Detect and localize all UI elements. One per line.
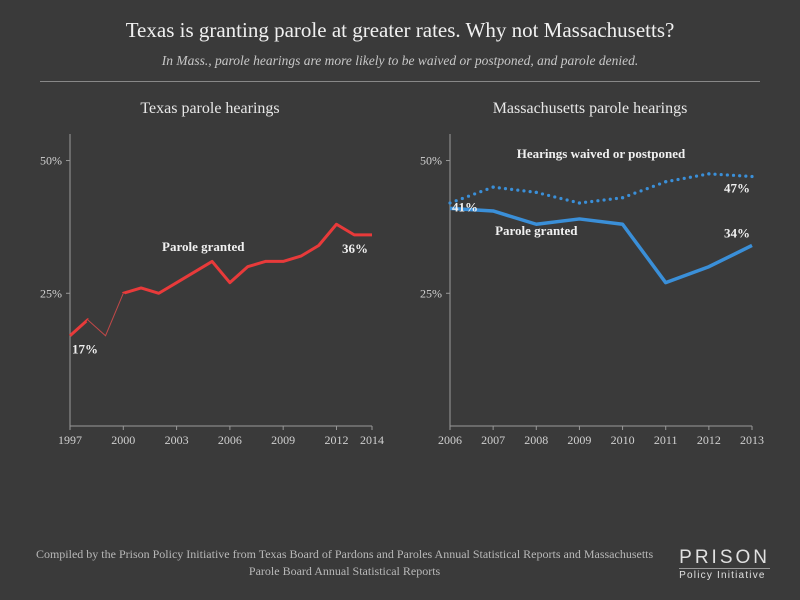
logo-top: PRISON (679, 549, 770, 566)
texas-chart-title: Texas parole hearings (30, 100, 390, 118)
source-text: Compiled by the Prison Policy Initiative… (30, 546, 679, 580)
svg-text:2006: 2006 (218, 433, 242, 447)
page-subtitle: In Mass., parole hearings are more likel… (40, 53, 760, 82)
mass-chart-title: Massachusetts parole hearings (410, 100, 770, 118)
mass-plot: 25% 50% 2006 2007 2008 2009 2010 2011 2012 2013 He… (410, 124, 770, 454)
svg-text:41%: 41% (452, 199, 478, 214)
svg-text:2006: 2006 (438, 433, 462, 447)
svg-text:50%: 50% (420, 154, 442, 168)
svg-text:2009: 2009 (567, 433, 591, 447)
logo: PRISON Policy Initiative (679, 549, 770, 580)
svg-text:Parole granted: Parole granted (162, 239, 245, 254)
footer: Compiled by the Prison Policy Initiative… (30, 546, 770, 580)
svg-text:50%: 50% (40, 154, 62, 168)
svg-text:34%: 34% (724, 225, 750, 240)
mass-svg: 25% 50% 2006 2007 2008 2009 2010 2011 2012 2013 He… (410, 124, 770, 454)
svg-text:2012: 2012 (324, 433, 348, 447)
svg-text:2003: 2003 (165, 433, 189, 447)
texas-chart-panel: Texas parole hearings 25% 50% 1997 2000 2003… (30, 100, 390, 454)
svg-text:25%: 25% (40, 286, 62, 300)
charts-row: Texas parole hearings 25% 50% 1997 2000 2003… (0, 90, 800, 454)
page-title: Texas is granting parole at greater rate… (30, 18, 770, 43)
svg-text:2010: 2010 (611, 433, 635, 447)
texas-svg: 25% 50% 1997 2000 2003 2006 2009 2012 2014 Parole… (30, 124, 390, 454)
svg-text:2014: 2014 (360, 433, 384, 447)
svg-text:17%: 17% (72, 342, 98, 357)
svg-text:1997: 1997 (58, 433, 82, 447)
svg-text:Hearings waived or postponed: Hearings waived or postponed (517, 146, 686, 161)
svg-text:2013: 2013 (740, 433, 764, 447)
svg-text:2007: 2007 (481, 433, 505, 447)
header: Texas is granting parole at greater rate… (0, 0, 800, 90)
svg-text:2000: 2000 (111, 433, 135, 447)
svg-text:36%: 36% (342, 241, 368, 256)
svg-text:Parole granted: Parole granted (495, 223, 578, 238)
svg-text:25%: 25% (420, 286, 442, 300)
mass-chart-panel: Massachusetts parole hearings 25% 50% 2006… (410, 100, 770, 454)
svg-text:2011: 2011 (654, 433, 678, 447)
svg-text:2012: 2012 (697, 433, 721, 447)
texas-plot: 25% 50% 1997 2000 2003 2006 2009 2012 2014 Parole… (30, 124, 390, 454)
logo-bottom: Policy Initiative (679, 568, 770, 580)
svg-text:2009: 2009 (271, 433, 295, 447)
svg-text:47%: 47% (724, 180, 750, 195)
svg-text:2008: 2008 (524, 433, 548, 447)
